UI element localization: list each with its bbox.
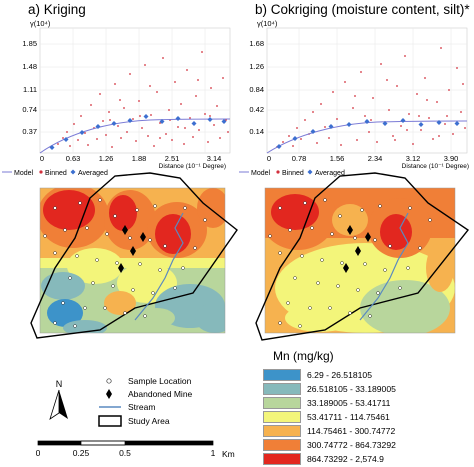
- x-tick-b: 2.34: [368, 154, 383, 163]
- x-axis-label-a: Distance (10⁻¹ Degree): [159, 163, 226, 170]
- mn-swatch: [263, 410, 301, 423]
- legend-averaged-label: Averaged: [315, 170, 345, 177]
- mn-class-5: 114.75461 - 300.74772: [263, 424, 395, 437]
- panel-b-title: b) Cokriging (moisture content, silt)*: [255, 2, 470, 17]
- sample-locations-b: [268, 198, 432, 328]
- mn-swatch: [263, 424, 301, 437]
- mn-swatch: [263, 368, 301, 381]
- mn-class-6: 300.74772 - 864.73292: [263, 438, 396, 451]
- averaged-points-a: [49, 114, 227, 150]
- cokriging-map: [255, 172, 470, 341]
- panel-a-title: a) Kriging: [28, 2, 86, 17]
- x-tick-b: 1.56: [330, 154, 345, 163]
- x-tick-b: 0.78: [292, 154, 307, 163]
- x-tick-a: 2.51: [165, 154, 180, 163]
- study-area-boundary-a: [30, 172, 238, 339]
- mn-class-3: 33.189005 - 53.41711: [263, 396, 390, 409]
- mn-class-2: 26.518105 - 33.189005: [263, 382, 396, 395]
- study-area-symbol: [98, 415, 122, 427]
- legend-binned-label: Binned: [282, 170, 304, 177]
- y-tick-b: 0.84: [249, 85, 264, 94]
- semivariogram-legend-b: Model Binned Averaged: [239, 169, 345, 177]
- legend-model-label: Model: [251, 170, 271, 177]
- x-tick-a: 1.88: [132, 154, 147, 163]
- mn-class-label: 6.29 - 26.518105: [307, 369, 372, 380]
- legend-binned-label: Binned: [45, 170, 67, 177]
- x-tick-a: 1.26: [99, 154, 114, 163]
- y-tick-b: 0.42: [249, 105, 264, 114]
- mn-class-label: 864.73292 - 2,574.9: [307, 453, 384, 464]
- mn-class-7: 864.73292 - 2,574.9: [263, 452, 384, 465]
- scale-tick: 0: [36, 448, 41, 458]
- scale-bar: 0 0.25 0.5 1 Km: [36, 440, 235, 459]
- abandoned-mines-b: [343, 225, 371, 273]
- y-tick-a: 0.37: [22, 127, 37, 136]
- binned-points-b: [276, 47, 466, 148]
- y-tick-b: 1.68: [249, 39, 264, 48]
- sample-locations-a: [43, 198, 207, 328]
- semivariogram-a: γ(10⁴) 1.85 1.48 1.11 0.74 0.37 0 0.63 1…: [2, 20, 231, 177]
- legend-sample-location: Sample Location: [128, 376, 192, 386]
- x-tick-a: 0.63: [66, 154, 81, 163]
- stream-b: [359, 212, 409, 321]
- y-tick-a: 0.74: [22, 105, 37, 114]
- north-arrow-icon: N: [49, 379, 68, 420]
- scale-tick: 0.5: [119, 448, 131, 458]
- mn-swatch: [263, 438, 301, 451]
- scale-tick: 0.25: [73, 448, 90, 458]
- y-tick-a: 1.48: [22, 62, 37, 71]
- averaged-points-b: [276, 118, 460, 149]
- map-legend: Sample Location Abandoned Mine Stream St…: [98, 376, 193, 427]
- mn-class-1: 6.29 - 26.518105: [263, 368, 372, 381]
- x-tick-b: 3.90: [444, 154, 459, 163]
- scale-unit: Km: [222, 449, 235, 459]
- y-unit-label-b: γ(10⁴): [257, 20, 278, 28]
- mn-swatch: [263, 396, 301, 409]
- y-tick-a: 1.85: [22, 39, 37, 48]
- mn-swatch: [263, 382, 301, 395]
- y-unit-label-a: γ(10⁴): [30, 20, 51, 28]
- abandoned-mines-a: [118, 225, 146, 273]
- legend-study-area: Study Area: [128, 416, 170, 426]
- mn-class-label: 300.74772 - 864.73292: [307, 439, 396, 450]
- legend-averaged-label: Averaged: [78, 170, 108, 177]
- mn-class-label: 33.189005 - 53.41711: [307, 397, 391, 408]
- scale-tick: 1: [211, 448, 216, 458]
- legend-stream: Stream: [128, 402, 155, 412]
- stream-a: [134, 212, 184, 321]
- semivariogram-b: γ(10⁴) 1.68 1.26 0.84 0.42 0.14 0 0.78 1…: [239, 20, 469, 177]
- y-tick-b: 0.14: [249, 127, 264, 136]
- x-tick-b: 3.12: [406, 154, 421, 163]
- x-axis-label-b: Distance (10⁻¹ Degree): [402, 163, 469, 170]
- kriging-map: [30, 172, 238, 339]
- sample-location-symbol: [106, 378, 112, 384]
- north-label: N: [56, 379, 63, 389]
- mn-legend: 6.29 - 26.518105 26.518105 - 33.189005 3…: [263, 368, 473, 465]
- mn-class-label: 53.41711 - 114.75461: [307, 411, 390, 422]
- mn-class-label: 26.518105 - 33.189005: [307, 383, 396, 394]
- legend-model-label: Model: [14, 170, 34, 177]
- x-tick-b: 0: [267, 154, 271, 163]
- mn-legend-title: Mn (mg/kg): [273, 349, 334, 363]
- mn-class-label: 114.75461 - 300.74772: [307, 425, 396, 436]
- y-tick-a: 1.11: [23, 85, 37, 94]
- x-tick-a: 0: [40, 154, 44, 163]
- mn-swatch: [263, 452, 301, 465]
- semivariogram-legend-a: Model Binned Averaged: [2, 169, 108, 177]
- y-tick-b: 1.26: [249, 62, 264, 71]
- legend-abandoned-mine: Abandoned Mine: [128, 389, 193, 399]
- binned-points-a: [51, 51, 229, 149]
- x-tick-a: 3.14: [207, 154, 222, 163]
- mn-class-4: 53.41711 - 114.75461: [263, 410, 390, 423]
- abandoned-mine-icon: [106, 389, 112, 399]
- study-area-boundary-b: [255, 172, 470, 341]
